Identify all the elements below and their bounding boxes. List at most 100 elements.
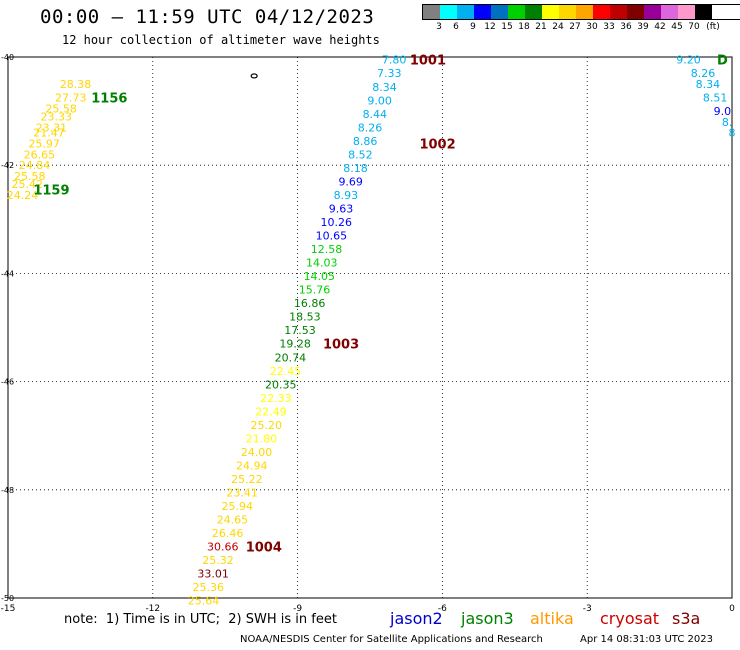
swh-label: 22.33	[260, 392, 292, 405]
swh-label: 25.32	[202, 554, 234, 567]
swh-label: 9.20	[676, 54, 701, 67]
legend-swatch	[678, 5, 695, 19]
legend-swatch	[508, 5, 525, 19]
x-tick-label: -12	[145, 604, 160, 614]
swh-label: 10.65	[316, 230, 348, 243]
color-legend: 3 6 9 12 15 18 21 24 27 30 33 36 39 42 45 70 (ft)	[422, 4, 740, 34]
swh-label: 8.26	[691, 67, 716, 80]
legend-label: 33	[603, 22, 615, 32]
legend-swatch	[661, 5, 678, 19]
legend-label: 70	[688, 22, 700, 32]
y-tick-label: -46	[1, 378, 14, 387]
swh-label: 30.66	[207, 541, 239, 554]
legend-label: 42	[654, 22, 666, 32]
legend-swatch	[525, 5, 542, 19]
legend-label: 45	[671, 22, 683, 32]
swh-label: 18.53	[289, 311, 321, 324]
credit-text: NOAA/NESDIS Center for Satellite Applica…	[240, 634, 543, 645]
chart-title: 00:00 – 11:59 UTC 04/12/2023	[40, 6, 375, 28]
legend-swatch	[627, 5, 644, 19]
y-tick-label: -48	[1, 486, 14, 495]
swh-label: 25.94	[222, 500, 254, 513]
legend-swatch	[695, 5, 712, 19]
x-tick-label: -6	[438, 604, 447, 614]
swh-label: 9.63	[329, 202, 354, 215]
swh-label: 24.65	[217, 514, 249, 527]
swh-label: 15.76	[299, 284, 331, 297]
swh-label: 7.33	[377, 67, 402, 80]
legend-label: 27	[569, 22, 581, 32]
swh-label: 22.49	[255, 405, 287, 418]
y-tick-label: -50	[1, 594, 14, 603]
y-tick-label: -42	[1, 161, 14, 170]
swh-label: 25.22	[231, 473, 263, 486]
swh-label: 25.20	[250, 419, 282, 432]
legend-label: 15	[501, 22, 513, 32]
swh-label: 9.69	[338, 175, 363, 188]
time-label: 1003	[323, 338, 359, 353]
swh-label: 8.52	[348, 148, 373, 161]
plot-frame	[7, 56, 733, 599]
swh-label: 8.34	[372, 81, 397, 94]
mission-s3a: s3a	[672, 609, 701, 628]
legend-swatch	[559, 5, 576, 19]
swh-label: 17.53	[284, 324, 316, 337]
swh-label: 24.00	[241, 446, 273, 459]
generated-timestamp: Apr 14 08:31:03 UTC 2023	[580, 634, 713, 645]
swh-label: 8.34	[696, 78, 721, 91]
swh-label: 9.00	[367, 94, 392, 107]
time-label: 1004	[246, 541, 282, 556]
swh-label: 25.42	[12, 178, 44, 191]
swh-label: 8	[729, 127, 736, 140]
x-tick-label: 0	[729, 604, 735, 614]
time-label: 1156	[91, 92, 127, 107]
legend-label: 18	[518, 22, 530, 32]
legend-swatch	[644, 5, 661, 19]
mission-altika: altika	[530, 609, 574, 628]
swh-label: 24.94	[236, 459, 268, 472]
swh-label: 26.65	[24, 148, 56, 161]
swh-label: 22.45	[270, 365, 302, 378]
swh-label: 24.24	[7, 189, 39, 202]
swh-label: 25.64	[188, 595, 220, 608]
swh-label: 8.86	[353, 135, 378, 148]
swh-label: 23.31	[36, 121, 68, 134]
swh-label: 8.93	[334, 189, 359, 202]
legend-swatch	[423, 5, 440, 19]
swh-label: 14.03	[306, 257, 338, 270]
swh-label: 16.86	[294, 297, 326, 310]
island-outline	[250, 73, 258, 79]
legend-swatch	[610, 5, 627, 19]
legend-label: 9	[470, 22, 476, 32]
swh-label: 14.05	[304, 270, 336, 283]
legend-label: (ft)	[706, 22, 720, 32]
swh-label: 20.74	[275, 351, 307, 364]
swh-label: 28.38	[60, 78, 92, 91]
swh-label: 8.	[722, 116, 733, 129]
legend-swatch	[491, 5, 508, 19]
swh-label: 26.46	[212, 527, 244, 540]
mission-jason3: jason3	[461, 609, 514, 628]
swh-label: 25.58	[45, 102, 77, 115]
legend-swatch	[457, 5, 474, 19]
swh-label: 8.51	[703, 92, 728, 105]
chart-subtitle: 12 hour collection of altimeter wave hei…	[62, 33, 380, 47]
swh-label: 21.47	[33, 127, 65, 140]
swh-label: 12.58	[311, 243, 343, 256]
swh-label: 25.36	[193, 581, 225, 594]
swh-label: 23.33	[41, 111, 73, 124]
legend-label: 36	[620, 22, 632, 32]
mission-jason2: jason2	[390, 609, 443, 628]
swh-label: 8.44	[363, 108, 388, 121]
swh-label: 8.26	[358, 121, 383, 134]
swh-label: 24.84	[19, 159, 51, 172]
swh-label: 23.41	[226, 487, 258, 500]
x-tick-label: -3	[583, 604, 592, 614]
footer-note: note: 1) Time is in UTC; 2) SWH is in fe…	[64, 612, 337, 627]
swh-label: 27.73	[55, 92, 87, 105]
y-tick-label: -44	[1, 269, 14, 278]
legend-label: 3	[436, 22, 442, 32]
legend-label: 12	[484, 22, 496, 32]
legend-label: 24	[552, 22, 564, 32]
